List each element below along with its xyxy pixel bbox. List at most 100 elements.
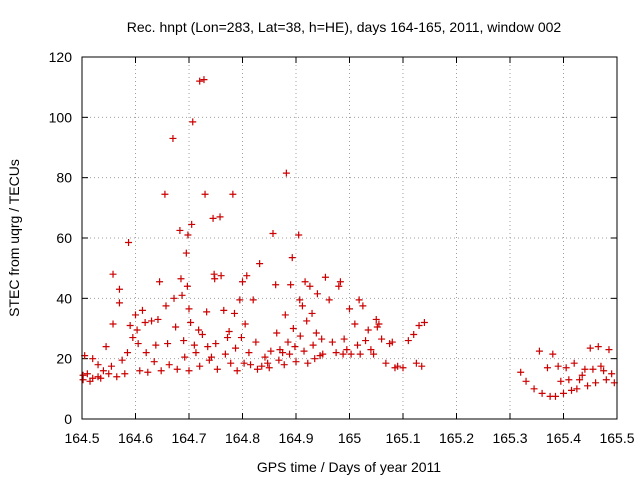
data-point	[589, 365, 597, 373]
data-point	[359, 302, 367, 310]
data-point	[105, 370, 113, 378]
data-point	[220, 306, 228, 314]
data-point	[138, 306, 146, 314]
data-point	[94, 361, 102, 369]
data-point	[125, 239, 133, 247]
data-point	[605, 346, 613, 354]
data-point	[378, 335, 386, 343]
data-point	[227, 359, 235, 367]
data-point	[129, 334, 137, 342]
data-point	[284, 338, 292, 346]
data-point	[201, 190, 209, 198]
data-point	[296, 296, 304, 304]
x-tick-label: 165.3	[492, 430, 527, 446]
data-point	[258, 362, 266, 370]
data-point	[551, 392, 559, 400]
data-point	[306, 282, 314, 290]
data-point	[123, 349, 131, 357]
data-point	[196, 77, 204, 85]
data-point	[216, 213, 224, 221]
data-point	[280, 361, 288, 369]
y-tick-label: 0	[64, 411, 72, 427]
data-point	[198, 331, 206, 339]
data-point	[132, 311, 139, 319]
data-points	[79, 76, 618, 400]
data-point	[522, 377, 530, 385]
data-point	[236, 296, 244, 304]
data-point	[399, 364, 407, 372]
data-point	[415, 321, 423, 329]
data-point	[269, 229, 277, 237]
data-point	[343, 346, 351, 354]
data-point	[121, 370, 129, 378]
data-point	[535, 347, 543, 355]
data-point	[99, 367, 107, 375]
data-point	[240, 359, 248, 367]
data-point	[184, 231, 192, 239]
data-point	[185, 367, 193, 375]
data-point	[355, 296, 363, 304]
data-point	[150, 358, 158, 366]
data-point	[373, 323, 381, 331]
data-point	[295, 231, 303, 239]
data-point	[221, 350, 229, 358]
data-point	[232, 344, 240, 352]
x-tick-label: 165.1	[385, 430, 420, 446]
data-point	[247, 361, 255, 369]
x-tick-label: 165.2	[439, 430, 474, 446]
data-point	[375, 320, 383, 328]
data-point	[209, 214, 217, 222]
data-point	[237, 334, 245, 342]
x-tick-label: 164.7	[171, 430, 206, 446]
data-point	[183, 282, 191, 290]
data-point	[207, 353, 215, 361]
data-point	[578, 371, 586, 379]
data-point	[600, 367, 608, 375]
data-point	[394, 362, 402, 370]
data-point	[217, 272, 225, 280]
data-point	[311, 355, 319, 363]
data-point	[89, 374, 97, 382]
data-point	[404, 337, 412, 345]
data-point	[83, 370, 91, 378]
data-point	[241, 320, 249, 328]
data-point	[309, 341, 317, 349]
gridlines	[82, 57, 617, 419]
data-point	[367, 346, 375, 354]
data-point	[549, 350, 557, 358]
data-point	[243, 272, 251, 280]
data-point	[565, 376, 573, 384]
data-point	[154, 315, 162, 323]
data-point	[340, 335, 348, 343]
data-point	[164, 340, 172, 348]
data-point	[115, 299, 123, 307]
data-point	[296, 332, 304, 340]
x-tick-label: 164.5	[64, 430, 99, 446]
plot-frame	[81, 56, 618, 420]
data-point	[229, 190, 237, 198]
data-point	[187, 318, 195, 326]
data-point	[304, 359, 312, 367]
x-tick-label: 165.4	[546, 430, 581, 446]
data-point	[162, 302, 170, 310]
data-point	[372, 315, 380, 323]
data-point	[176, 226, 184, 234]
data-point	[356, 350, 364, 358]
data-point	[113, 373, 121, 381]
data-point	[213, 365, 221, 373]
y-tick-label: 60	[56, 230, 72, 246]
data-point	[354, 341, 362, 349]
data-point	[281, 311, 289, 319]
data-point	[115, 285, 123, 293]
data-point	[351, 320, 359, 328]
data-point	[291, 343, 299, 351]
data-point	[312, 329, 320, 337]
data-point	[282, 169, 290, 177]
data-point	[592, 379, 600, 387]
y-tick-label: 100	[49, 109, 73, 125]
axis-ticks: 164.5 164.6 164.7 164.8 164.9 165 165.1 165.2 16…	[49, 49, 635, 446]
data-point	[211, 275, 219, 283]
data-point	[335, 282, 343, 290]
data-point	[249, 296, 257, 304]
data-point	[136, 367, 144, 375]
